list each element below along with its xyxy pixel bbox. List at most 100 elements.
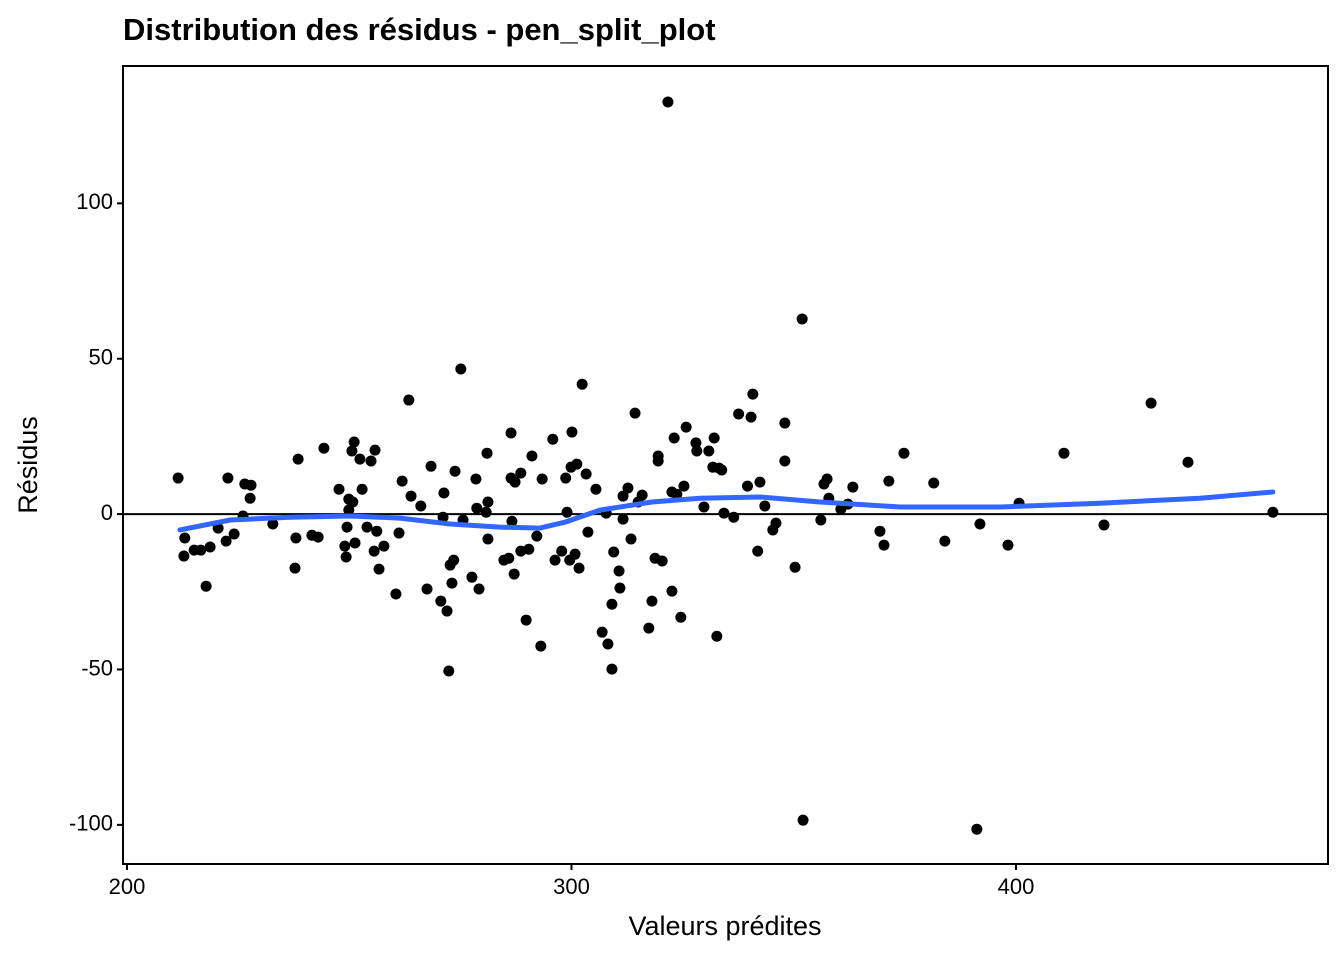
point xyxy=(222,472,234,484)
point xyxy=(480,506,492,518)
point xyxy=(646,595,658,607)
x-tick-label: 400 xyxy=(998,874,1035,899)
point xyxy=(245,479,257,491)
point xyxy=(200,580,212,592)
point xyxy=(573,562,585,574)
point xyxy=(770,517,782,529)
point xyxy=(312,531,324,543)
point xyxy=(290,532,302,544)
point xyxy=(643,622,655,634)
point xyxy=(1098,519,1110,531)
point xyxy=(566,426,578,438)
point xyxy=(606,663,618,675)
point xyxy=(971,823,983,835)
point xyxy=(1002,539,1014,551)
point xyxy=(390,588,402,600)
point xyxy=(874,525,886,537)
point xyxy=(576,378,588,390)
point xyxy=(716,464,728,476)
point xyxy=(220,535,232,547)
point xyxy=(244,492,256,504)
point xyxy=(354,453,366,465)
point xyxy=(535,640,547,652)
point xyxy=(733,408,745,420)
x-tick-label: 200 xyxy=(109,874,146,899)
point xyxy=(928,477,940,489)
point xyxy=(547,433,559,445)
y-tick-label: 50 xyxy=(89,345,113,370)
point xyxy=(1058,447,1070,459)
point xyxy=(718,507,730,519)
point xyxy=(348,436,360,448)
point xyxy=(678,480,690,492)
point xyxy=(549,554,561,566)
point xyxy=(346,445,358,457)
point xyxy=(668,432,680,444)
point xyxy=(466,571,478,583)
y-tick-label: -100 xyxy=(69,811,113,836)
point xyxy=(365,455,377,467)
point xyxy=(536,473,548,485)
y-tick-label: 100 xyxy=(76,189,113,214)
point xyxy=(666,585,678,597)
point xyxy=(797,814,809,826)
point xyxy=(349,537,361,549)
point xyxy=(561,506,573,518)
point xyxy=(438,487,450,499)
point xyxy=(455,363,467,375)
point xyxy=(939,535,951,547)
point xyxy=(172,472,184,484)
point xyxy=(625,533,637,545)
point xyxy=(449,465,461,477)
y-axis-label: Résidus xyxy=(13,416,43,514)
point xyxy=(629,407,641,419)
point xyxy=(1145,397,1157,409)
point xyxy=(403,394,415,406)
point xyxy=(652,455,664,467)
point xyxy=(711,630,723,642)
point xyxy=(520,614,532,626)
point xyxy=(339,540,351,552)
point xyxy=(1267,506,1279,518)
point xyxy=(690,437,702,449)
point xyxy=(728,511,740,523)
point xyxy=(481,447,493,459)
point xyxy=(636,489,648,501)
point xyxy=(503,552,515,564)
point xyxy=(608,546,620,558)
point xyxy=(779,417,791,429)
point xyxy=(443,665,455,677)
point xyxy=(580,468,592,480)
point xyxy=(821,473,833,485)
point xyxy=(698,501,710,513)
point xyxy=(531,530,543,542)
point xyxy=(506,515,518,527)
point xyxy=(779,455,791,467)
point xyxy=(569,548,581,560)
point xyxy=(347,496,359,508)
point xyxy=(396,475,408,487)
point xyxy=(671,488,683,500)
point xyxy=(369,444,381,456)
point xyxy=(340,551,352,563)
point xyxy=(405,490,417,502)
point xyxy=(613,565,625,577)
point xyxy=(393,527,405,539)
point xyxy=(602,638,614,650)
point xyxy=(318,442,330,454)
point xyxy=(703,445,715,457)
chart-title: Distribution des résidus - pen_split_plo… xyxy=(123,12,716,47)
point xyxy=(675,611,687,623)
point xyxy=(371,525,383,537)
smooth-line xyxy=(177,489,1276,533)
point xyxy=(614,582,626,594)
point xyxy=(752,545,764,557)
point xyxy=(448,554,460,566)
plot-panel xyxy=(122,65,1329,865)
point xyxy=(526,450,538,462)
point xyxy=(560,472,572,484)
point xyxy=(1182,456,1194,468)
point xyxy=(754,476,766,488)
point xyxy=(179,532,191,544)
point xyxy=(473,583,485,595)
